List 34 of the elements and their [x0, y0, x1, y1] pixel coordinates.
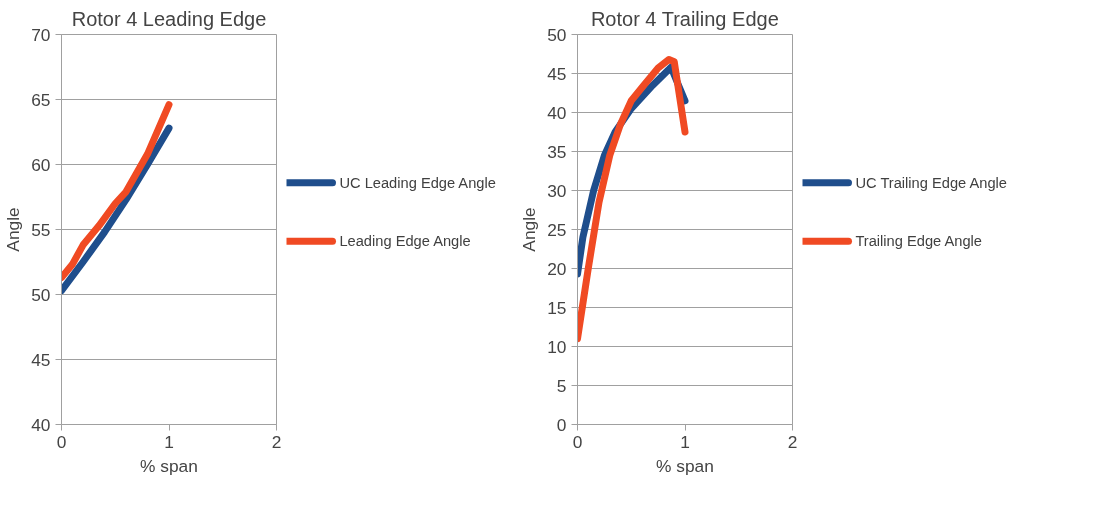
y-tick-label: 10 [547, 336, 567, 357]
y-tick-label: 20 [547, 258, 567, 279]
legend-label: UC Leading Edge Angle [339, 174, 496, 191]
y-axis-title: Angle [3, 207, 24, 252]
x-tick-label: 0 [572, 431, 583, 452]
x-tick-label: 1 [164, 431, 174, 452]
chart-title: Rotor 4 Trailing Edge [590, 7, 779, 30]
y-tick-label: 65 [31, 89, 51, 110]
y-tick-label: 40 [547, 102, 567, 123]
x-axis-title: % span [656, 455, 714, 476]
y-tick-label: 45 [31, 349, 51, 370]
y-tick-label: 55 [31, 219, 51, 240]
chart-title: Rotor 4 Leading Edge [71, 7, 267, 30]
y-tick-label: 35 [547, 141, 567, 162]
x-tick-label: 1 [680, 431, 690, 452]
y-tick-label: 50 [31, 284, 51, 305]
y-axis-title: Angle [519, 207, 540, 252]
y-tick-label: 60 [31, 154, 51, 175]
y-tick-label: 50 [547, 24, 567, 45]
y-tick-label: 15 [547, 297, 567, 318]
legend-label: Leading Edge Angle [339, 233, 471, 250]
y-tick-label: 25 [547, 219, 567, 240]
y-tick-label: 45 [547, 63, 567, 84]
x-tick-label: 2 [271, 431, 282, 452]
legend-label: UC Trailing Edge Angle [855, 174, 1007, 191]
y-tick-label: 70 [31, 24, 51, 45]
x-tick-label: 0 [56, 431, 67, 452]
y-tick-label: 30 [547, 180, 567, 201]
y-tick-label: 0 [556, 414, 567, 435]
legend-label: Trailing Edge Angle [855, 233, 982, 250]
y-tick-label: 5 [556, 375, 567, 396]
x-axis-title: % span [140, 455, 198, 476]
y-tick-label: 40 [31, 414, 51, 435]
x-tick-label: 2 [787, 431, 798, 452]
